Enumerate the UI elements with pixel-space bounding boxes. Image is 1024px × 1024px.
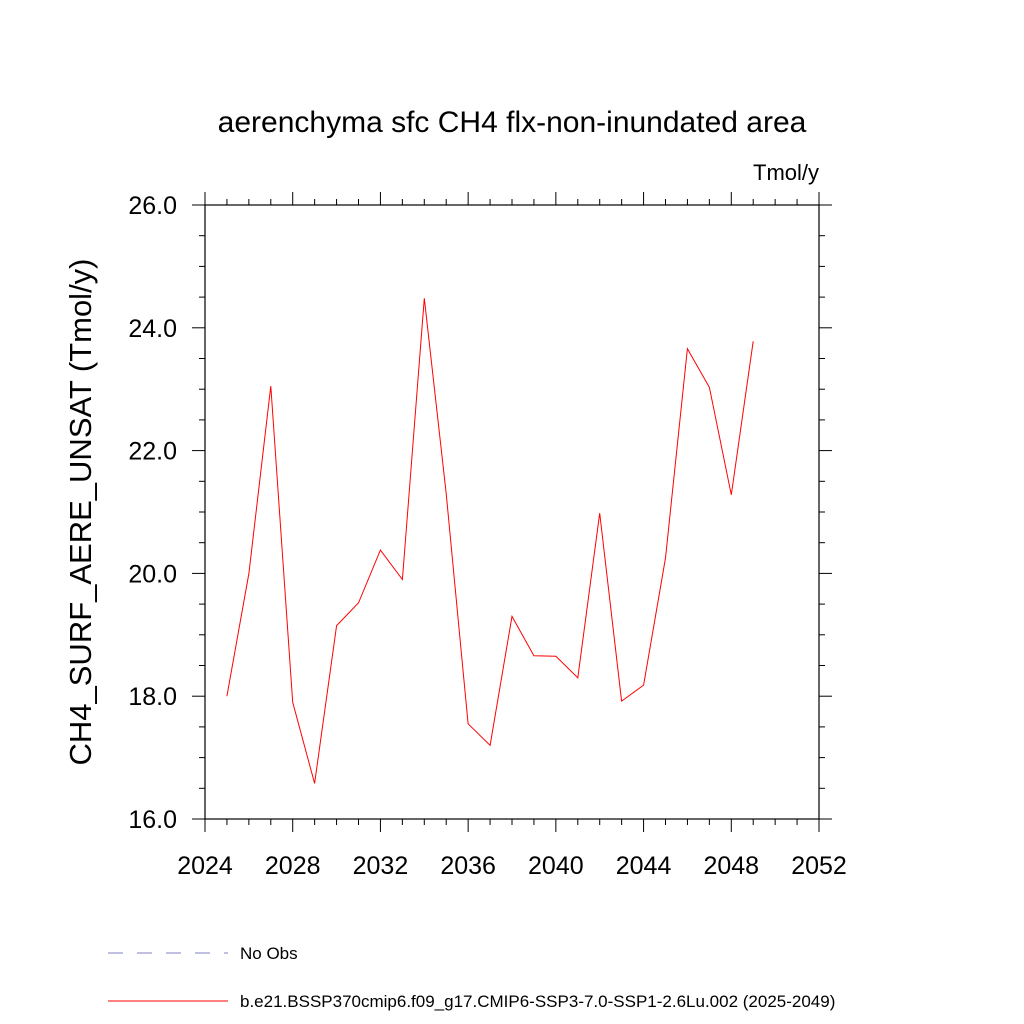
- legend-label: No Obs: [240, 944, 298, 963]
- tick-labels: 2024 2028 2032 2036 2040 2044 2048 2052 16.0 18.0…: [128, 192, 846, 880]
- units-label: Tmol/y: [753, 160, 819, 185]
- y-tick-label: 26.0: [128, 192, 177, 220]
- plot-frame: [204, 204, 820, 820]
- legend: No Obs b.e21.BSSP370cmip6.f09_g17.CMIP6-S…: [108, 944, 835, 1011]
- x-tick-label: 2028: [265, 852, 321, 880]
- x-tick-label: 2044: [616, 852, 672, 880]
- series-line: [226, 298, 754, 784]
- y-tick-label: 22.0: [128, 438, 177, 466]
- y-tick-label: 24.0: [128, 315, 177, 343]
- x-tick-label: 2040: [528, 852, 584, 880]
- x-tick-label: 2036: [440, 852, 496, 880]
- x-tick-label: 2032: [353, 852, 409, 880]
- x-tick-label: 2052: [791, 852, 847, 880]
- y-tick-label: 16.0: [128, 806, 177, 834]
- y-axis-label: CH4_SURF_AERE_UNSAT (Tmol/y): [63, 258, 98, 765]
- x-tick-label: 2048: [703, 852, 759, 880]
- x-tick-label: 2024: [177, 852, 233, 880]
- series-layer: [226, 298, 754, 784]
- y-tick-label: 18.0: [128, 683, 177, 711]
- axis-ticks: [192, 192, 832, 832]
- legend-label: b.e21.BSSP370cmip6.f09_g17.CMIP6-SSP3-7.…: [240, 992, 835, 1011]
- y-tick-label: 20.0: [128, 560, 177, 588]
- chart-title: aerenchyma sfc CH4 flx-non-inundated are…: [218, 106, 807, 139]
